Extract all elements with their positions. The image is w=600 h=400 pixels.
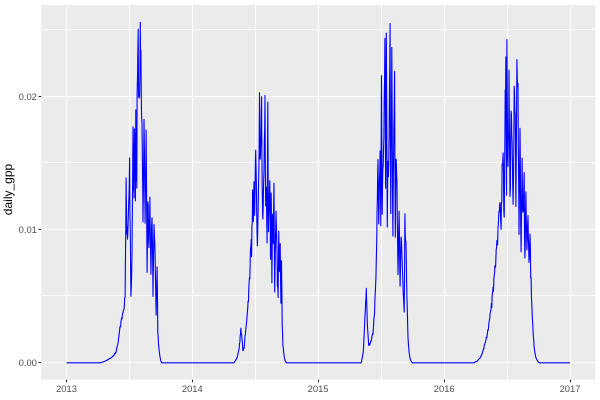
- svg-text:2014: 2014: [182, 383, 203, 394]
- svg-text:2015: 2015: [308, 383, 329, 394]
- svg-text:daily_gpp: daily_gpp: [1, 163, 15, 215]
- svg-text:0.02: 0.02: [19, 91, 37, 102]
- svg-text:2016: 2016: [434, 383, 455, 394]
- svg-text:2013: 2013: [56, 383, 77, 394]
- svg-text:0.00: 0.00: [19, 357, 37, 368]
- svg-text:2017: 2017: [560, 383, 581, 394]
- svg-text:0.01: 0.01: [19, 224, 37, 235]
